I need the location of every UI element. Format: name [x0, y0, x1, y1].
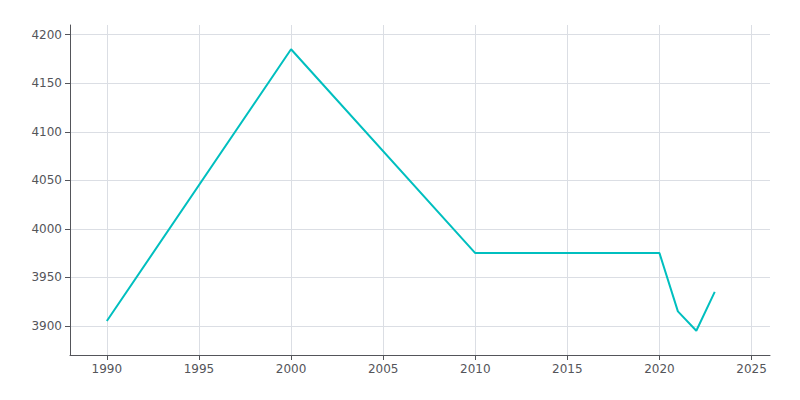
svg-text:2000: 2000 — [276, 362, 307, 376]
svg-text:2020: 2020 — [644, 362, 675, 376]
svg-text:2015: 2015 — [552, 362, 583, 376]
svg-text:4150: 4150 — [31, 76, 62, 90]
svg-text:4200: 4200 — [31, 28, 62, 42]
svg-text:2025: 2025 — [736, 362, 767, 376]
svg-text:1995: 1995 — [184, 362, 215, 376]
svg-text:4100: 4100 — [31, 125, 62, 139]
svg-text:3950: 3950 — [31, 270, 62, 284]
svg-text:4050: 4050 — [31, 173, 62, 187]
svg-text:3900: 3900 — [31, 319, 62, 333]
svg-text:2005: 2005 — [368, 362, 399, 376]
svg-text:2010: 2010 — [460, 362, 491, 376]
svg-text:1990: 1990 — [92, 362, 123, 376]
svg-text:4000: 4000 — [31, 222, 62, 236]
